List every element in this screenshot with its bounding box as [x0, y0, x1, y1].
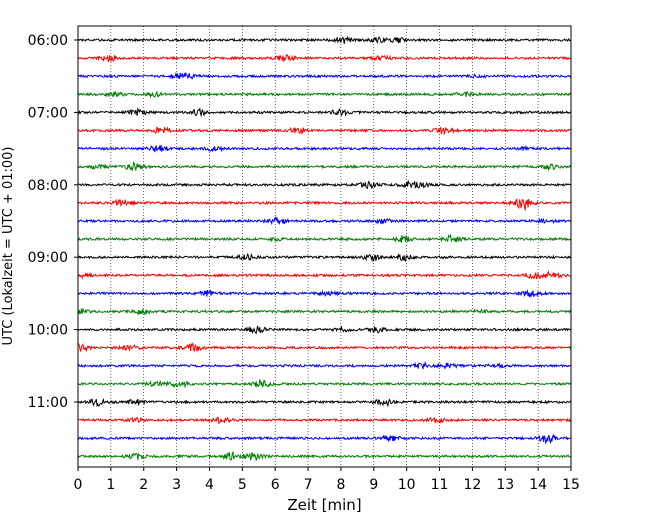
seismic-trace: [77, 161, 572, 172]
seismic-trace: [77, 433, 572, 445]
seismic-trace: [77, 233, 572, 243]
y-axis: 06:00 07:00 08:00 09:00 10:00 11:00: [28, 33, 78, 411]
seismic-trace: [77, 252, 572, 263]
seismic-trace: [77, 397, 572, 408]
seismic-trace: [77, 289, 572, 299]
seismic-trace: [77, 54, 572, 63]
x-tick-label: 0: [74, 477, 83, 493]
y-tick-label: 10:00: [28, 323, 68, 339]
x-tick-label: 6: [271, 477, 280, 493]
x-tick-label: 14: [529, 477, 547, 493]
plot-frame: [77, 25, 572, 468]
x-tick-label: 13: [496, 477, 514, 493]
y-tick-label: 09:00: [28, 250, 68, 266]
seismic-trace: [77, 216, 572, 226]
x-axis: 0 1 2 3 4 5 6 7 8 9 10 11 12 13 14 15: [74, 467, 580, 493]
x-tick-label: 8: [336, 477, 345, 493]
seismic-traces: [77, 35, 572, 462]
seismic-trace: [77, 360, 572, 370]
x-tick-label: 2: [139, 477, 148, 493]
seismic-trace: [77, 90, 572, 99]
x-tick-label: 7: [304, 477, 313, 493]
plot-background: [78, 26, 571, 467]
seismic-trace: [77, 450, 572, 462]
x-tick-label: 9: [369, 477, 378, 493]
seismic-trace: [77, 342, 572, 353]
x-tick-label: 1: [106, 477, 115, 493]
seismic-trace: [77, 107, 572, 118]
seismic-trace: [77, 307, 572, 316]
seismic-trace: [77, 416, 572, 425]
seismic-trace: [77, 198, 572, 212]
seismic-trace: [77, 179, 572, 190]
seismic-trace: [77, 325, 572, 335]
y-tick-label: 08:00: [28, 178, 68, 194]
seismic-trace: [77, 71, 572, 81]
seismic-trace: [77, 126, 572, 136]
seismic-trace: [77, 270, 572, 280]
y-tick-label: 11:00: [28, 395, 68, 411]
seismic-trace: [77, 35, 572, 45]
x-tick-label: 15: [562, 477, 580, 493]
x-tick-label: 10: [398, 477, 416, 493]
x-tick-label: 3: [172, 477, 181, 493]
x-tick-label: 11: [431, 477, 449, 493]
x-tick-label: 4: [205, 477, 214, 493]
seismic-trace: [77, 378, 572, 389]
y-tick-label: 07:00: [28, 105, 68, 121]
x-tick-label: 5: [238, 477, 247, 493]
y-tick-label: 06:00: [28, 33, 68, 49]
y-axis-label: UTC (Lokalzeit = UTC + 01:00): [1, 147, 16, 346]
x-tick-label: 12: [463, 477, 481, 493]
x-axis-label: Zeit [min]: [287, 496, 361, 514]
seismic-trace: [77, 144, 572, 153]
